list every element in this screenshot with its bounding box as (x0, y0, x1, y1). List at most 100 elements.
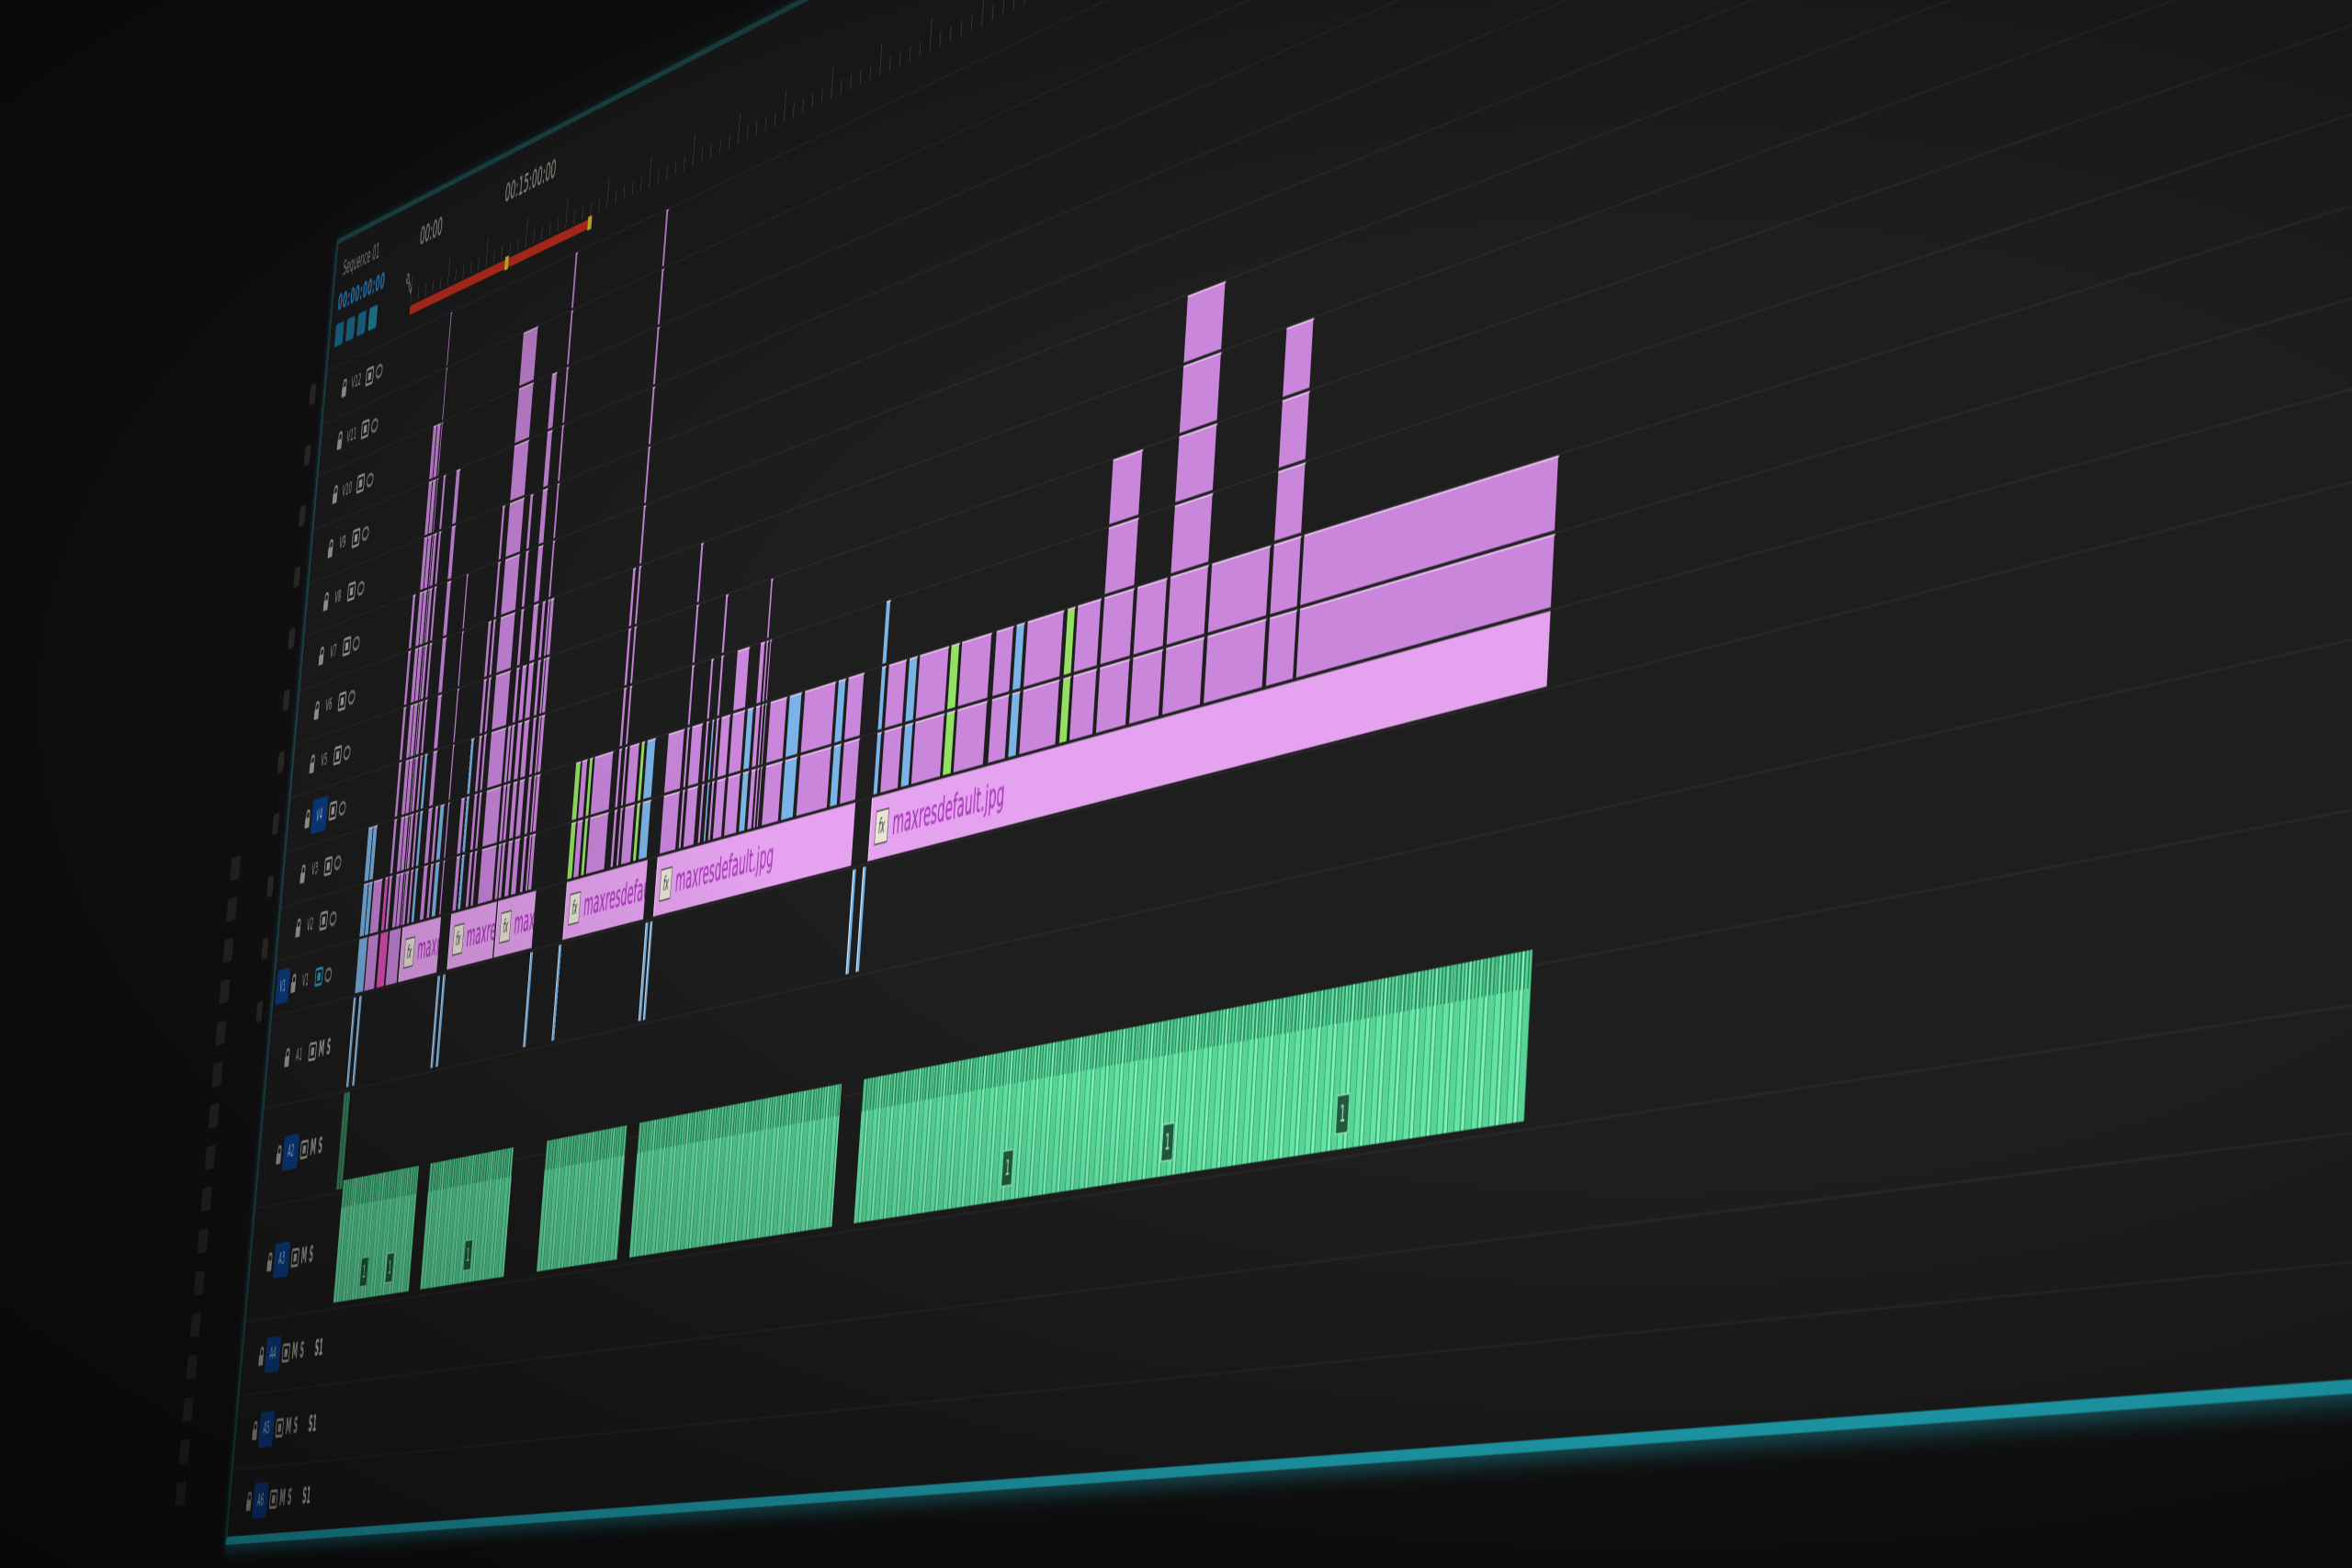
track-label[interactable]: A4 (264, 1335, 282, 1373)
video-clip[interactable] (732, 647, 751, 711)
source-patch[interactable] (252, 1245, 267, 1281)
video-clip[interactable] (992, 626, 1015, 696)
video-clip[interactable] (558, 424, 565, 481)
sync-lock-icon[interactable] (275, 1416, 285, 1438)
video-clip[interactable] (590, 750, 615, 815)
video-clip[interactable] (510, 439, 530, 501)
track-label[interactable]: V2 (306, 914, 314, 936)
video-clip[interactable] (780, 756, 798, 821)
project-item-thumb[interactable] (186, 1354, 198, 1380)
eye-icon[interactable] (338, 799, 347, 817)
project-item-thumb[interactable] (211, 1061, 223, 1088)
source-patch[interactable] (289, 804, 305, 841)
project-item-thumb[interactable] (222, 937, 234, 964)
audio-clip-a1[interactable] (855, 866, 866, 973)
sync-lock-icon[interactable] (333, 745, 343, 767)
tool-icon[interactable] (282, 688, 290, 712)
video-clip[interactable] (785, 692, 803, 757)
snap-icon[interactable] (334, 321, 345, 348)
video-clip[interactable] (514, 382, 535, 444)
project-item-thumb[interactable] (230, 855, 242, 882)
video-clip[interactable] (953, 700, 989, 773)
video-clip[interactable] (447, 311, 453, 366)
video-clip[interactable] (526, 492, 535, 549)
video-clip[interactable] (1161, 636, 1205, 716)
sync-lock-icon[interactable] (342, 636, 352, 658)
lock-icon[interactable] (300, 863, 306, 884)
audio-clip-a3[interactable]: 1 1 1 (854, 949, 1535, 1224)
video-clip[interactable] (498, 504, 506, 560)
track-extra-label[interactable]: S1 (307, 1410, 318, 1437)
eye-icon[interactable] (361, 525, 370, 543)
sync-lock-icon[interactable] (281, 1342, 291, 1362)
track-label[interactable]: A5 (257, 1410, 276, 1448)
track-label[interactable]: A2 (281, 1133, 300, 1171)
sync-lock-icon[interactable] (328, 800, 338, 822)
video-clip-v1[interactable]: fx maxresdefault.jpg (398, 917, 443, 983)
audio-clip-a3[interactable] (537, 1124, 629, 1272)
project-item-thumb[interactable] (197, 1228, 209, 1254)
tool-icon[interactable] (298, 504, 307, 528)
tool-icon[interactable] (303, 443, 311, 467)
video-clip[interactable] (840, 738, 861, 805)
sync-lock-icon[interactable] (314, 966, 324, 987)
video-clip[interactable] (692, 604, 700, 664)
solo-button[interactable]: S (292, 1413, 300, 1438)
video-clip[interactable] (687, 723, 704, 786)
video-clip[interactable] (1100, 588, 1136, 664)
video-clip[interactable] (1109, 448, 1144, 525)
video-clip[interactable] (438, 859, 447, 916)
video-clip[interactable] (1174, 422, 1218, 503)
video-clip[interactable] (648, 386, 656, 445)
video-clip[interactable] (1273, 462, 1306, 541)
video-clip[interactable] (765, 696, 788, 762)
solo-button[interactable]: S (317, 1133, 324, 1158)
video-clip[interactable] (1278, 389, 1311, 469)
lock-icon[interactable] (276, 1145, 282, 1164)
tool-icon[interactable] (309, 382, 317, 406)
source-patch[interactable]: V1 (275, 967, 291, 1006)
video-clip[interactable] (910, 712, 945, 785)
mute-button[interactable]: M (300, 1242, 309, 1269)
tool-icon[interactable] (293, 565, 301, 589)
sync-lock-icon[interactable] (360, 419, 370, 441)
sync-lock-icon[interactable] (351, 526, 361, 549)
video-clip[interactable] (882, 600, 892, 664)
tool-icon[interactable] (261, 937, 269, 961)
audio-clip-a1[interactable] (551, 944, 562, 1042)
video-clip[interactable] (880, 725, 904, 794)
solo-button[interactable]: S (299, 1337, 306, 1363)
project-item-thumb[interactable] (193, 1270, 205, 1296)
lock-icon[interactable] (246, 1492, 252, 1511)
lock-icon[interactable] (252, 1420, 257, 1439)
video-clip[interactable] (501, 554, 521, 615)
project-item-thumb[interactable] (204, 1145, 216, 1170)
project-item-thumb[interactable] (189, 1312, 201, 1338)
video-clip[interactable] (1270, 536, 1303, 615)
source-patch[interactable] (260, 1138, 276, 1175)
video-clip[interactable] (1074, 598, 1102, 671)
linked-selection-icon[interactable] (345, 315, 356, 343)
video-clip[interactable] (443, 581, 452, 637)
project-item-thumb[interactable] (178, 1438, 190, 1464)
video-clip[interactable] (462, 574, 469, 629)
video-clip[interactable] (707, 659, 715, 719)
video-clip[interactable] (442, 367, 448, 421)
video-clip[interactable] (1069, 667, 1099, 741)
lock-icon[interactable] (266, 1251, 273, 1270)
project-item-thumb[interactable] (200, 1186, 212, 1213)
track-label[interactable]: V9 (338, 532, 347, 555)
video-clip[interactable] (1023, 610, 1065, 687)
source-patch[interactable] (303, 641, 319, 680)
mute-button[interactable]: M (284, 1413, 293, 1439)
audio-clip-a3[interactable]: 1 (420, 1146, 515, 1290)
video-clip[interactable] (439, 474, 447, 529)
video-clip[interactable] (493, 561, 502, 618)
sync-lock-icon[interactable] (300, 1138, 310, 1159)
sync-lock-icon[interactable] (319, 910, 329, 932)
video-clip[interactable] (553, 482, 560, 539)
audio-clip-a3[interactable] (629, 1083, 843, 1258)
video-clip[interactable] (915, 646, 950, 718)
video-clip[interactable] (766, 578, 775, 639)
